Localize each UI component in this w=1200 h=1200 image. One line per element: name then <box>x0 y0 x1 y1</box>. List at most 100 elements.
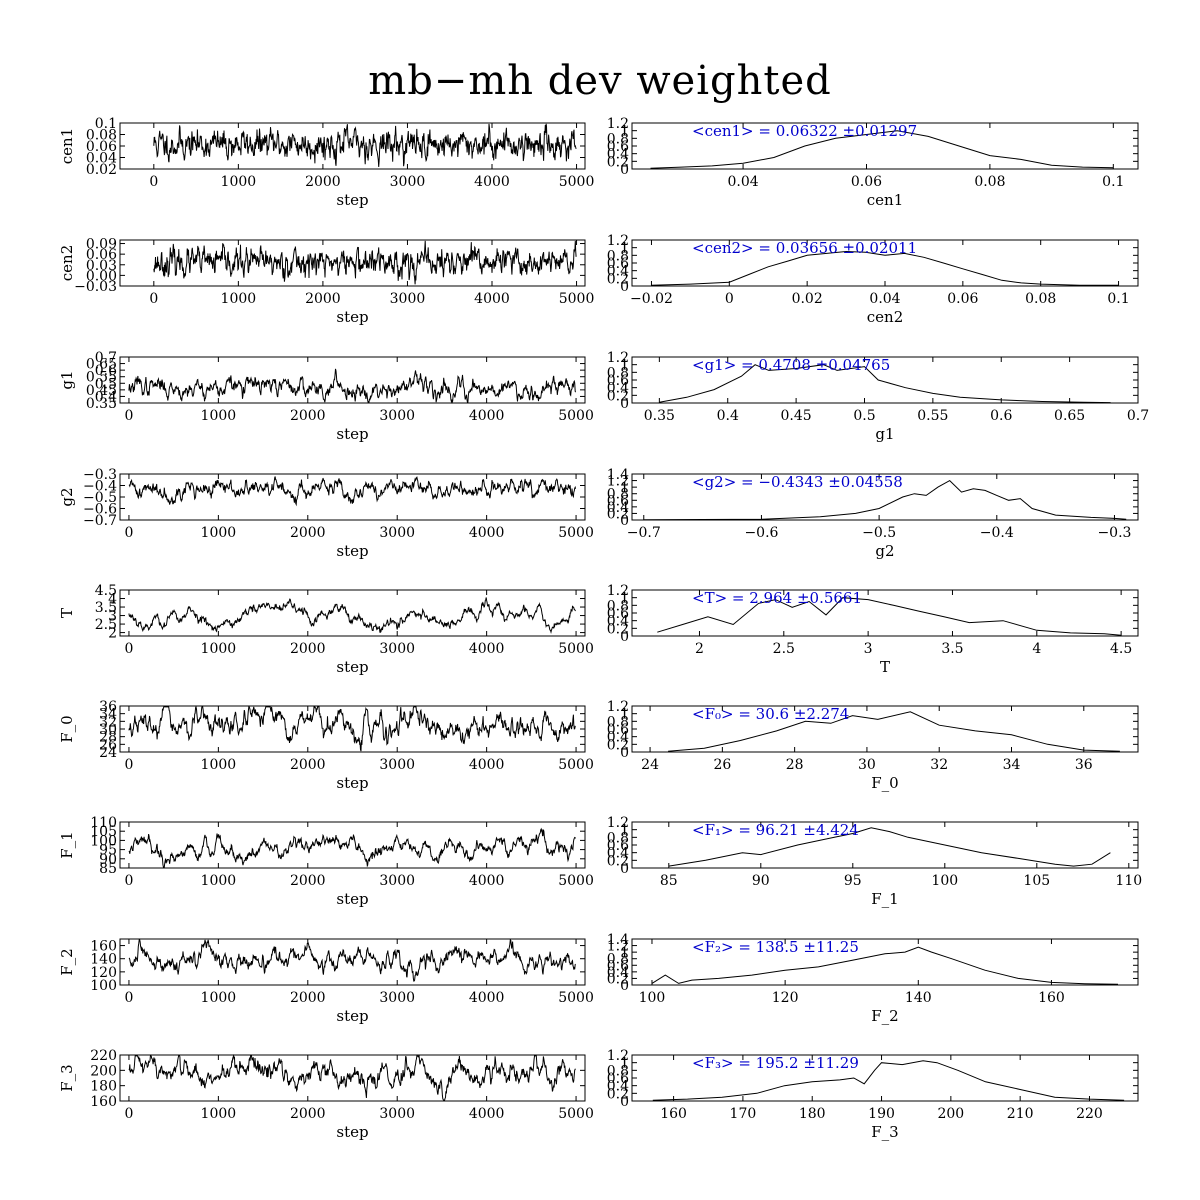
y-tick-label: 0.6 <box>607 838 629 854</box>
y-axis-label: T <box>58 608 76 618</box>
histogram-line <box>652 1060 1125 1101</box>
y-tick-label: 1.2 <box>607 939 629 955</box>
x-tick-label: 28 <box>786 757 804 773</box>
y-tick-label: 0.06 <box>86 247 117 263</box>
y-tick-label: 0.04 <box>86 151 117 167</box>
x-tick-label: 5000 <box>558 757 594 773</box>
y-tick-label: 0.08 <box>86 128 117 144</box>
y-tick-label: 1.2 <box>607 474 629 490</box>
y-axis-label: g1 <box>58 370 76 389</box>
hist-panel-F_2: 100 120 140 160 F_2 00.20.40.60.811.21.4 <F₂> … <box>607 932 1139 1025</box>
y-tick-label: 1.4 <box>607 932 629 948</box>
y-tick-label: 2 <box>108 626 117 642</box>
y-tick-label: 0 <box>620 978 629 994</box>
y-tick-label: 36 <box>99 699 117 715</box>
y-tick-label: 4 <box>108 592 117 608</box>
mean-annotation: <F₁> = 96.21 ±4.424 <box>692 821 859 839</box>
y-tick-label: 0.2 <box>607 271 629 287</box>
y-tick-label: 0.8 <box>607 248 629 264</box>
x-tick-label: 2000 <box>290 757 326 773</box>
x-tick-label: 0 <box>149 174 158 190</box>
y-tick-label: 1.2 <box>607 815 629 831</box>
histogram-line <box>668 827 1111 867</box>
y-tick-label: 160 <box>90 939 117 955</box>
y-tick-label: −0.4 <box>83 479 117 495</box>
y-tick-label: 0.8 <box>607 1063 629 1079</box>
x-tick-label: 160 <box>660 1106 687 1122</box>
x-tick-label: 2000 <box>290 873 326 889</box>
y-tick-label: 0.8 <box>607 952 629 968</box>
y-axis-label: F_2 <box>58 948 76 975</box>
y-tick-label: −0.03 <box>74 279 117 295</box>
y-tick-label: 0.02 <box>86 162 117 178</box>
y-tick-label: 95 <box>99 843 117 859</box>
y-tick-label: 1.4 <box>607 467 629 483</box>
x-tick-label: 120 <box>772 990 799 1006</box>
hist-panel-cen2: −0.02 0 0.02 0.04 0.06 0.08 0.1cen200.20.40.60… <box>607 233 1139 326</box>
y-tick-label: 0.2 <box>607 506 629 522</box>
y-tick-label: 0.6 <box>607 1071 629 1087</box>
x-tick-label: 2000 <box>290 1106 326 1122</box>
y-tick-label: 0.2 <box>607 388 629 404</box>
y-tick-label: 1 <box>620 124 629 140</box>
x-tick-label: 1000 <box>221 291 257 307</box>
y-tick-label: 0 <box>620 1094 629 1110</box>
x-tick-label: 5000 <box>558 525 594 541</box>
histogram-line <box>643 479 1127 521</box>
mean-annotation: <T> = 2.964 ±0.5661 <box>692 589 862 607</box>
hist-panel-g2: −0.7 −0.6 −0.5 −0.4 −0.3 g2 00.20.40.60.811.21… <box>607 467 1139 560</box>
y-tick-label: 0.8 <box>607 487 629 503</box>
y-tick-label: 0 <box>620 162 629 178</box>
y-tick-label: 0.1 <box>95 116 117 132</box>
x-tick-label: 3000 <box>379 641 415 657</box>
y-tick-label: 4.5 <box>95 583 117 599</box>
x-axis-label: step <box>336 1007 368 1025</box>
y-tick-label: 3 <box>108 609 117 625</box>
y-tick-label: 1.2 <box>607 1048 629 1064</box>
y-axis-label: F_3 <box>58 1064 76 1091</box>
x-tick-label: 4000 <box>474 174 510 190</box>
x-tick-label: 0.1 <box>1107 291 1129 307</box>
x-tick-label: −0.6 <box>744 525 778 541</box>
y-tick-label: 0.2 <box>607 737 629 753</box>
x-tick-label: 3000 <box>390 291 426 307</box>
y-tick-label: 0.4 <box>607 500 629 516</box>
x-tick-label: 4000 <box>469 873 505 889</box>
x-tick-label: 200 <box>937 1106 964 1122</box>
x-axis-label: step <box>336 774 368 792</box>
x-axis-label: cen2 <box>867 308 903 326</box>
y-tick-label: 0.35 <box>86 396 117 412</box>
x-tick-label: 0.1 <box>1102 174 1124 190</box>
hist-panel-F_1: 85 90 95 100 105 110 F_1 00.20.40.60.811.2 <F₁> … <box>607 815 1142 908</box>
x-tick-label: 4000 <box>469 525 505 541</box>
x-tick-label: 0.04 <box>727 174 758 190</box>
x-tick-label: 5000 <box>559 174 595 190</box>
x-tick-label: 3.5 <box>941 641 963 657</box>
trace-line <box>153 240 577 285</box>
x-tick-label: 0.6 <box>990 408 1012 424</box>
x-tick-label: 1000 <box>201 873 237 889</box>
mean-annotation: <cen1> = 0.06322 ±0.01297 <box>692 122 917 140</box>
y-tick-label: 0.8 <box>607 365 629 381</box>
trace-line <box>128 938 576 982</box>
x-tick-label: 0.06 <box>851 174 882 190</box>
y-tick-label: 1.2 <box>607 583 629 599</box>
y-tick-label: 0.2 <box>607 971 629 987</box>
y-tick-label: 0.6 <box>607 722 629 738</box>
y-tick-label: 180 <box>90 1079 117 1095</box>
x-tick-label: 0 <box>149 291 158 307</box>
y-tick-label: 0.6 <box>607 606 629 622</box>
x-tick-label: −0.02 <box>630 291 673 307</box>
x-axis-label: F_3 <box>871 1123 898 1141</box>
y-tick-label: 0.4 <box>607 381 629 397</box>
y-tick-label: 0.4 <box>607 846 629 862</box>
y-tick-label: 90 <box>99 852 117 868</box>
y-tick-label: 0.4 <box>607 730 629 746</box>
y-tick-label: 220 <box>90 1048 117 1064</box>
x-axis-label: T <box>880 658 890 676</box>
x-tick-label: 1000 <box>201 757 237 773</box>
mean-annotation: <g1> = 0.4708 ±0.04765 <box>692 356 890 374</box>
